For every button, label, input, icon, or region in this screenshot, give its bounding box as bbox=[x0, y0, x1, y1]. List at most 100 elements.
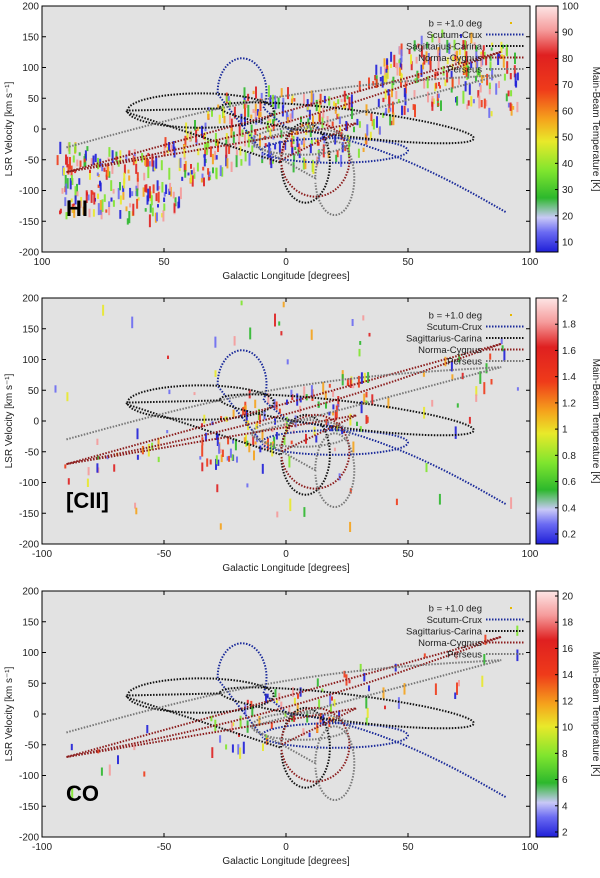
data-streak bbox=[128, 175, 131, 181]
data-streak bbox=[194, 120, 196, 131]
data-streak bbox=[89, 171, 91, 180]
data-streak bbox=[158, 186, 161, 190]
data-streak bbox=[327, 421, 330, 426]
colorbar-tick-label: 12 bbox=[562, 696, 574, 707]
data-streak bbox=[321, 116, 324, 129]
data-streak bbox=[310, 90, 313, 103]
data-streak bbox=[359, 663, 362, 672]
data-streak bbox=[375, 64, 378, 75]
data-streak bbox=[167, 355, 169, 359]
data-streak bbox=[467, 65, 470, 79]
data-streak bbox=[117, 755, 119, 765]
legend-label: Scutum-Crux bbox=[427, 30, 483, 41]
data-streak bbox=[66, 178, 69, 189]
data-streak bbox=[387, 108, 390, 113]
data-streak bbox=[147, 188, 150, 202]
data-streak bbox=[343, 90, 346, 102]
data-streak bbox=[86, 478, 89, 487]
data-streak bbox=[203, 154, 206, 167]
legend-label: Norma-Cygnus bbox=[418, 345, 482, 356]
data-streak bbox=[468, 416, 471, 424]
data-streak bbox=[434, 683, 437, 695]
data-streak bbox=[346, 382, 349, 386]
data-streak bbox=[454, 692, 457, 699]
data-streak bbox=[258, 716, 261, 726]
data-streak bbox=[319, 93, 322, 105]
data-streak bbox=[458, 48, 461, 55]
data-streak bbox=[151, 154, 154, 167]
data-streak bbox=[204, 132, 207, 141]
data-streak bbox=[417, 43, 420, 48]
data-streak bbox=[477, 90, 480, 98]
data-streak bbox=[200, 178, 203, 183]
data-streak bbox=[225, 744, 228, 750]
data-streak bbox=[483, 654, 486, 665]
data-streak bbox=[254, 103, 257, 114]
data-streak bbox=[70, 198, 73, 203]
data-streak bbox=[303, 93, 305, 106]
data-streak bbox=[476, 55, 479, 69]
data-streak bbox=[423, 653, 426, 658]
panel-label: [CII] bbox=[66, 488, 109, 513]
data-streak bbox=[172, 141, 175, 150]
data-streak bbox=[169, 186, 172, 197]
data-streak bbox=[332, 412, 335, 416]
data-streak bbox=[363, 372, 366, 383]
data-streak bbox=[502, 55, 505, 68]
data-streak bbox=[458, 58, 461, 65]
x-tick-label: -100 bbox=[32, 549, 52, 560]
data-streak bbox=[65, 183, 68, 195]
data-streak bbox=[103, 167, 106, 172]
data-streak bbox=[488, 107, 491, 118]
y-tick-label: 100 bbox=[22, 63, 39, 74]
data-streak bbox=[122, 192, 125, 200]
data-streak bbox=[64, 464, 67, 469]
data-streak bbox=[491, 68, 494, 81]
data-streak bbox=[151, 207, 154, 217]
data-streak bbox=[247, 138, 250, 148]
data-streak bbox=[363, 393, 366, 405]
data-streak bbox=[174, 197, 177, 207]
data-streak bbox=[231, 744, 234, 753]
data-streak bbox=[132, 203, 135, 216]
data-streak bbox=[185, 122, 188, 134]
data-streak bbox=[509, 73, 512, 80]
data-streak bbox=[465, 51, 468, 64]
data-streak bbox=[246, 483, 249, 488]
data-streak bbox=[142, 446, 145, 453]
data-streak bbox=[290, 440, 293, 445]
data-streak bbox=[318, 113, 321, 123]
data-streak bbox=[382, 687, 385, 699]
arm-curve-perseus bbox=[66, 366, 502, 508]
data-streak bbox=[390, 120, 393, 126]
data-streak bbox=[201, 437, 204, 446]
data-streak bbox=[507, 90, 510, 97]
data-streak bbox=[331, 121, 334, 127]
data-streak bbox=[346, 95, 349, 100]
data-streak bbox=[173, 203, 176, 213]
data-streak bbox=[267, 154, 270, 158]
colorbar-tick-label: 20 bbox=[562, 592, 574, 603]
data-streak bbox=[341, 142, 344, 153]
data-streak bbox=[89, 169, 91, 173]
data-streak bbox=[393, 54, 396, 67]
data-streak bbox=[335, 405, 338, 419]
data-streak bbox=[510, 90, 513, 97]
data-streak bbox=[264, 143, 267, 148]
data-streak bbox=[284, 710, 287, 717]
data-streak bbox=[460, 34, 462, 38]
legend-label: b = +1.0 deg bbox=[429, 19, 482, 30]
data-streak bbox=[423, 55, 426, 65]
data-streak bbox=[157, 437, 160, 449]
data-streak bbox=[386, 58, 389, 65]
data-streak bbox=[296, 702, 299, 715]
y-tick-label: 200 bbox=[22, 587, 39, 598]
y-tick-label: 0 bbox=[33, 417, 39, 428]
data-streak bbox=[426, 41, 429, 49]
data-streak bbox=[366, 416, 369, 423]
data-streak bbox=[427, 53, 430, 65]
data-streak bbox=[149, 203, 152, 213]
data-streak bbox=[431, 399, 434, 407]
data-streak bbox=[101, 199, 104, 212]
data-streak bbox=[184, 170, 187, 178]
